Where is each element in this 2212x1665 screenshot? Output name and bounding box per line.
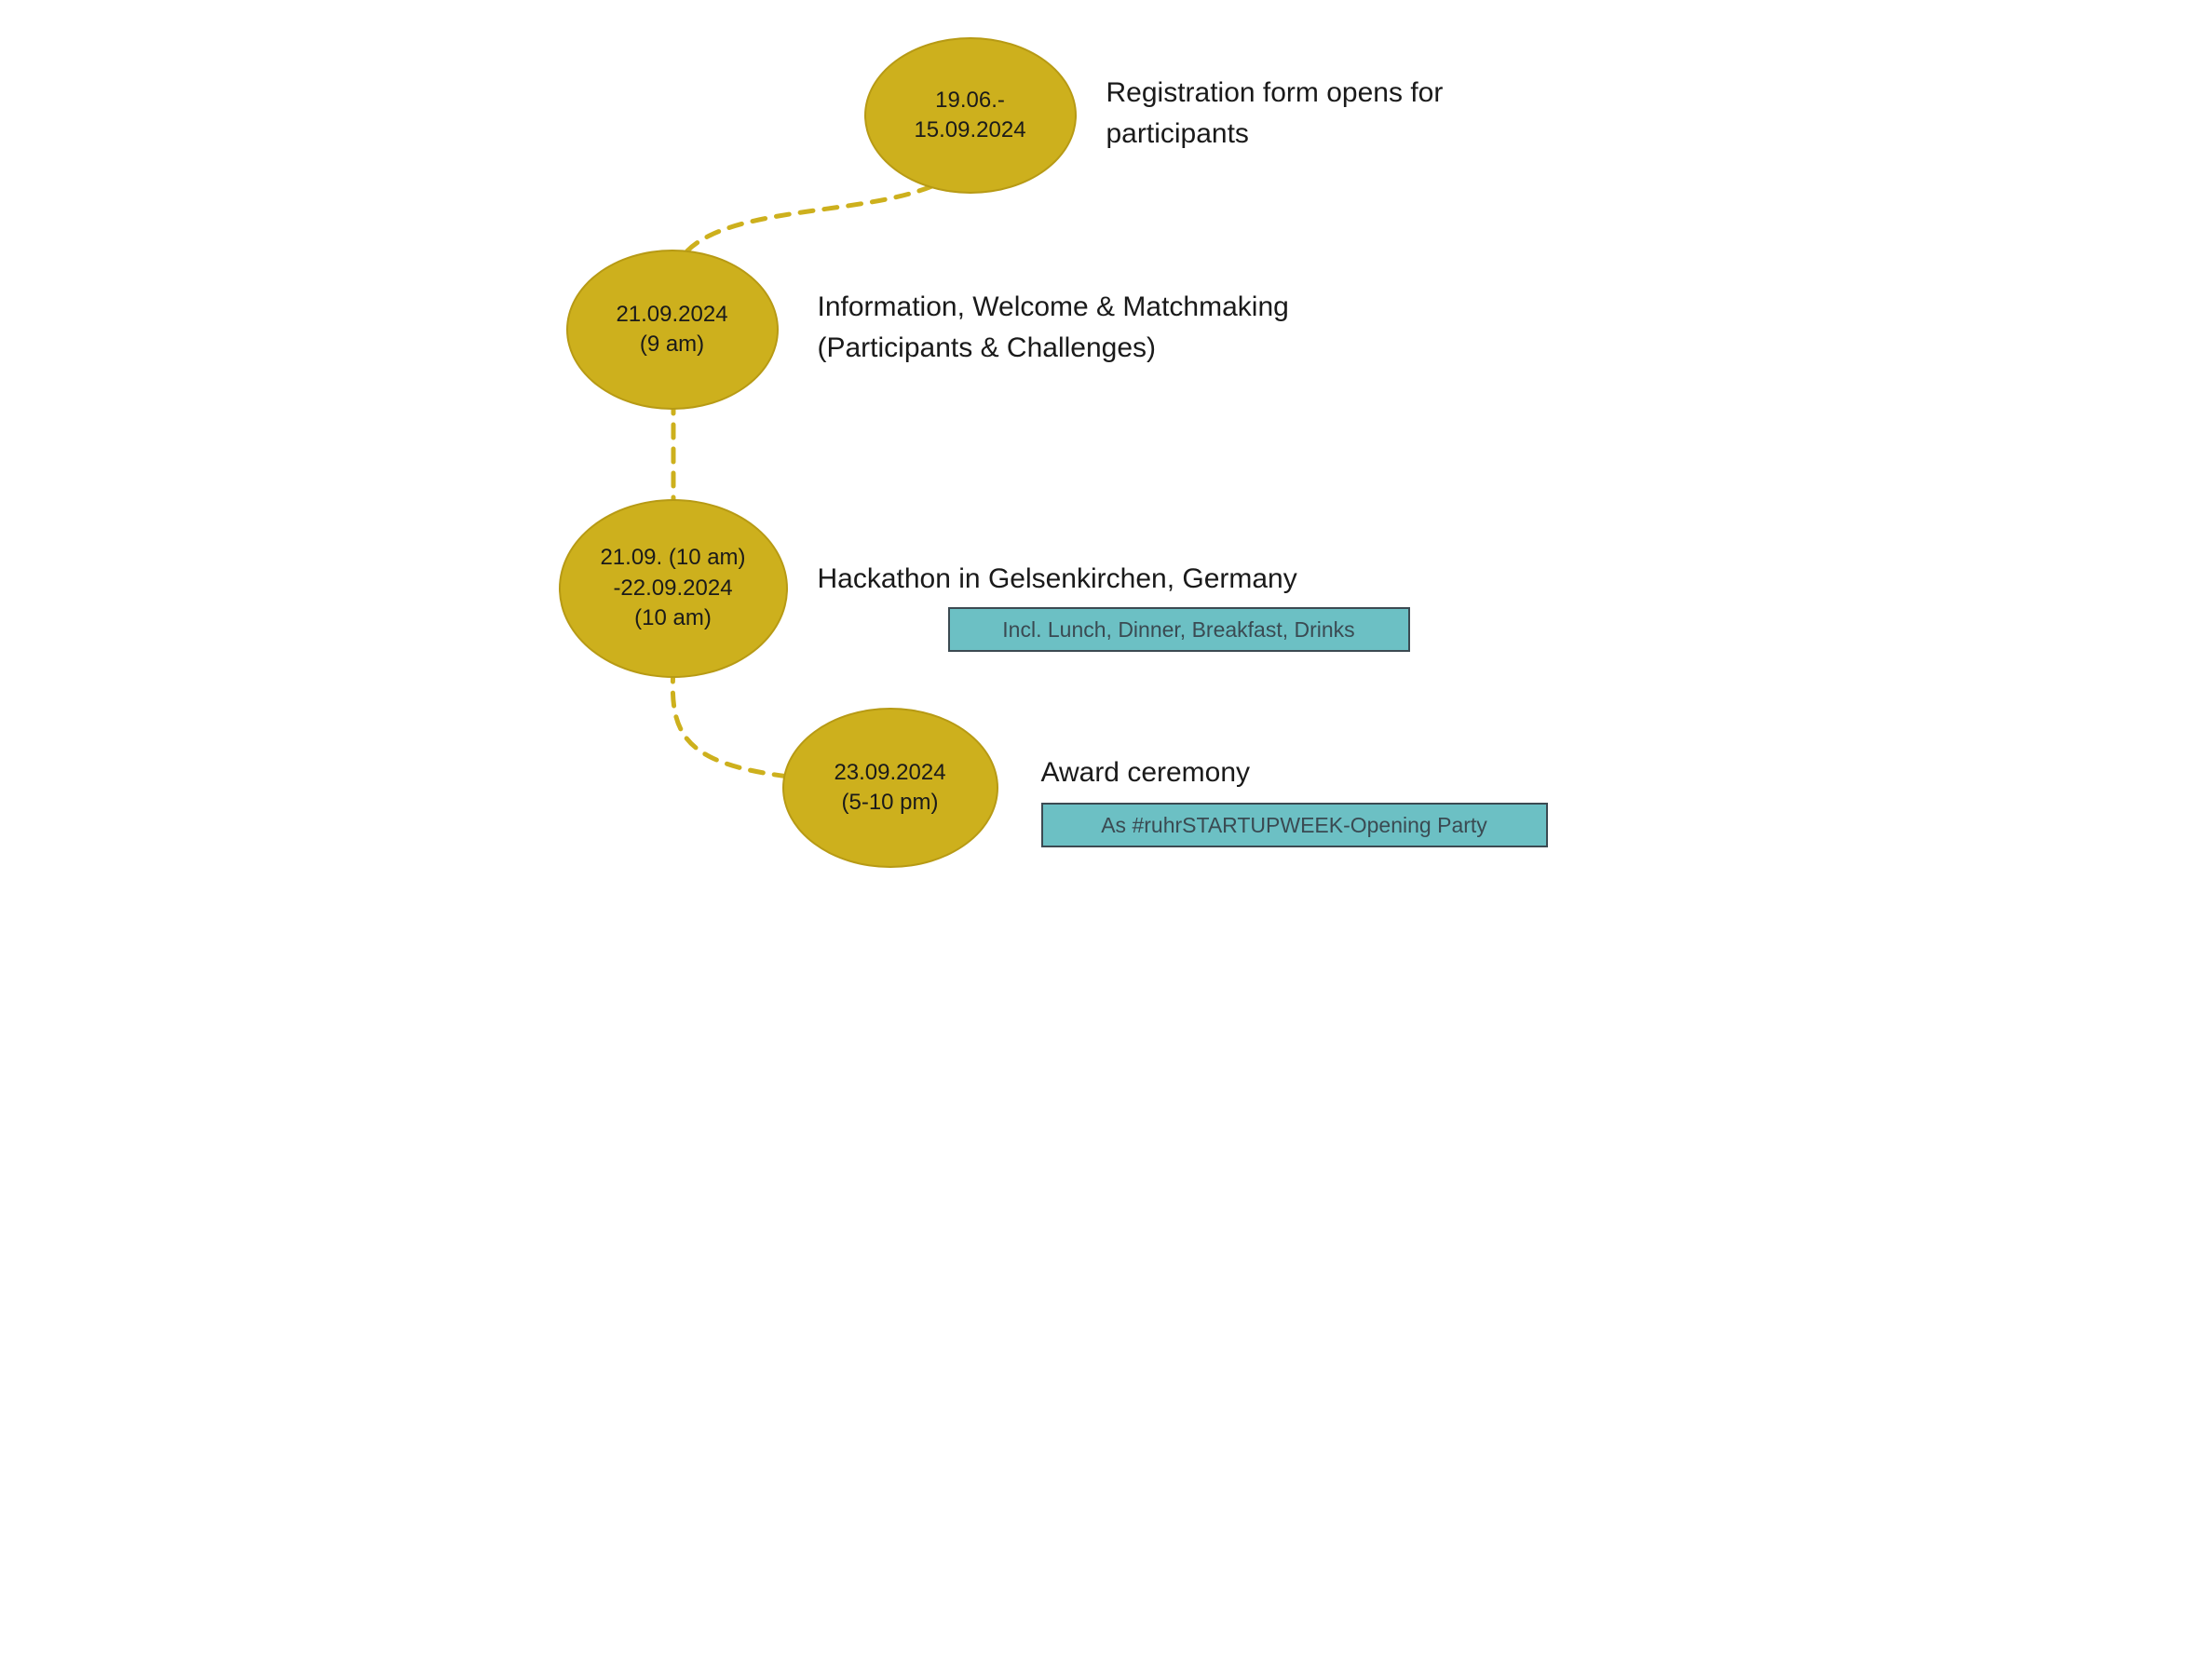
bubble-line: -22.09.2024 <box>613 574 732 603</box>
desc-line: Registration form opens for <box>1106 73 1444 114</box>
desc-line: Award ceremony <box>1041 752 1251 793</box>
timeline-stage: 19.06.- 15.09.2024 Registration form ope… <box>510 0 1703 898</box>
event-tag-award: As #ruhrSTARTUPWEEK-Opening Party <box>1041 803 1548 847</box>
event-bubble-hackathon: 21.09. (10 am) -22.09.2024 (10 am) <box>559 499 788 678</box>
event-desc-welcome: Information, Welcome & Matchmaking (Part… <box>818 287 1289 368</box>
desc-line: participants <box>1106 114 1444 155</box>
desc-line: Information, Welcome & Matchmaking <box>818 287 1289 328</box>
bubble-line: 21.09.2024 <box>616 300 727 330</box>
bubble-line: (10 am) <box>634 603 712 633</box>
bubble-line: (9 am) <box>640 330 704 359</box>
bubble-line: 15.09.2024 <box>914 115 1025 145</box>
desc-line: (Participants & Challenges) <box>818 328 1289 369</box>
tag-text: Incl. Lunch, Dinner, Breakfast, Drinks <box>1002 617 1354 643</box>
event-desc-hackathon: Hackathon in Gelsenkirchen, Germany <box>818 559 1297 600</box>
event-bubble-award: 23.09.2024 (5-10 pm) <box>782 708 998 868</box>
bubble-line: 21.09. (10 am) <box>600 543 745 573</box>
tag-text: As #ruhrSTARTUPWEEK-Opening Party <box>1101 813 1487 838</box>
bubble-line: 19.06.- <box>935 86 1005 115</box>
event-bubble-registration: 19.06.- 15.09.2024 <box>864 37 1077 194</box>
event-desc-registration: Registration form opens for participants <box>1106 73 1444 154</box>
bubble-line: (5-10 pm) <box>841 788 938 818</box>
desc-line: Hackathon in Gelsenkirchen, Germany <box>818 559 1297 600</box>
event-desc-award: Award ceremony <box>1041 752 1251 793</box>
bubble-line: 23.09.2024 <box>834 758 945 788</box>
event-tag-hackathon: Incl. Lunch, Dinner, Breakfast, Drinks <box>948 607 1410 652</box>
event-bubble-welcome: 21.09.2024 (9 am) <box>566 250 779 410</box>
